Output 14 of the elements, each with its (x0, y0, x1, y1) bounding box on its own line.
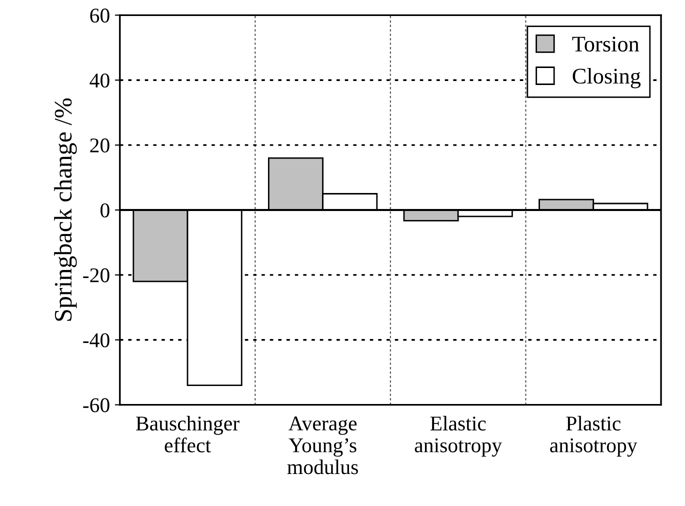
y-tick-label: 60 (90, 8, 110, 23)
y-axis-title: Springback change /% (54, 98, 77, 321)
y-tick-label: -20 (83, 268, 110, 282)
legend-label: Torsion (572, 36, 640, 52)
x-tick-label: Elastic anisotropy (414, 416, 502, 457)
y-tick-label: 0 (100, 203, 110, 218)
x-tick-label: Bauschinger effect (136, 416, 240, 452)
y-tick-label: 20 (90, 138, 110, 152)
legend-label: Closing (572, 68, 641, 88)
y-tick-label: -60 (83, 398, 110, 412)
y-tick-label: 40 (90, 73, 110, 88)
x-tick-label: Plastic anisotropy (550, 416, 638, 457)
x-tick-label: Average Young’s modulus (287, 416, 358, 474)
y-tick-label: -40 (83, 333, 110, 348)
